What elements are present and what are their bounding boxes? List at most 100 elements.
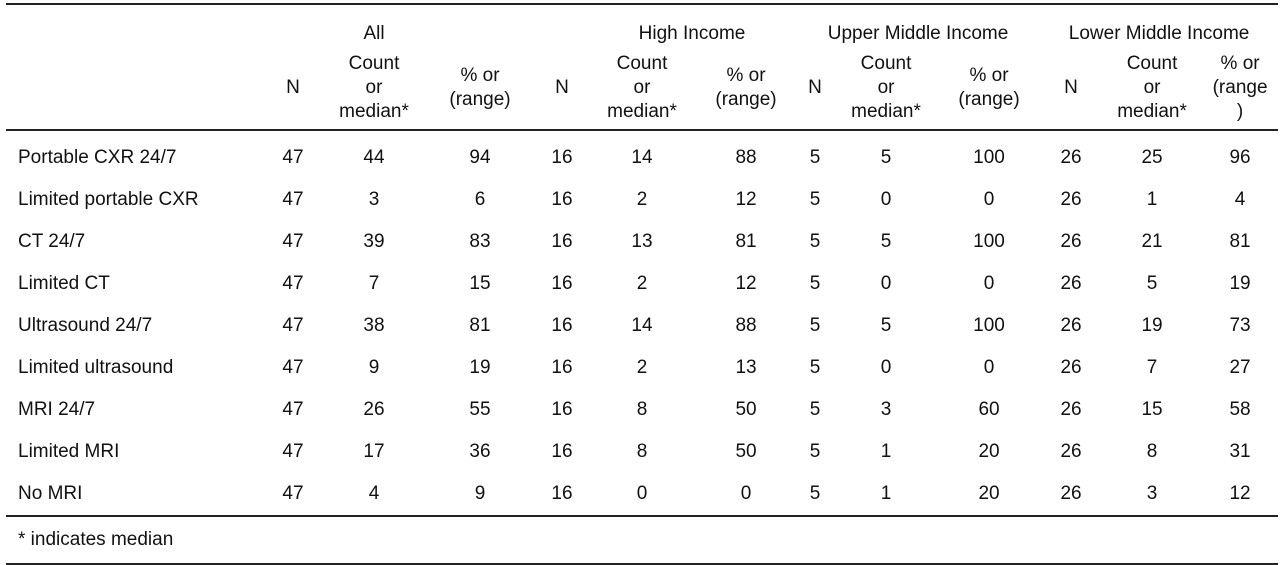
table-cell: 20 — [978, 483, 1000, 504]
table-row: Limited ultrasound 47 9 19 16 2 13 5 0 0 26 7 27 — [6, 347, 1278, 389]
table-cell: 19 — [1141, 315, 1163, 336]
table-cell: 73 — [1229, 315, 1251, 336]
table-cell: 8 — [636, 399, 648, 420]
table-cell: 0 — [983, 189, 995, 210]
col-all-n: N — [262, 47, 324, 131]
table-cell: 20 — [978, 441, 1000, 462]
table-cell: 47 — [282, 315, 304, 336]
table-cell: 31 — [1229, 441, 1251, 462]
table-cell: 47 — [282, 357, 304, 378]
table-cell: 0 — [983, 357, 995, 378]
row-label: Limited MRI — [18, 441, 120, 462]
footnote: * indicates median — [6, 515, 1279, 565]
table-cell: 26 — [1060, 315, 1082, 336]
table-cell: 16 — [551, 315, 573, 336]
table-cell: 19 — [1229, 273, 1251, 294]
table-cell: 47 — [282, 147, 304, 168]
col-upper-pct: % or (range) — [938, 47, 1041, 131]
col-lower-n: N — [1040, 47, 1103, 131]
table-cell: 3 — [368, 189, 380, 210]
table-cell: 47 — [282, 273, 304, 294]
table-cell: 16 — [551, 189, 573, 210]
table-cell: 26 — [1060, 483, 1082, 504]
table-cell: 16 — [551, 483, 573, 504]
table-cell: 47 — [282, 231, 304, 252]
row-label: CT 24/7 — [18, 231, 86, 252]
table-cell: 5 — [809, 483, 821, 504]
table-cell: 1 — [1146, 189, 1158, 210]
table-cell: 26 — [1060, 399, 1082, 420]
table-cell: 1 — [880, 441, 892, 462]
table-cell: 2 — [636, 273, 648, 294]
table-cell: 7 — [368, 273, 380, 294]
table-row: Limited portable CXR 47 3 6 16 2 12 5 0 0 26 1 4 — [6, 179, 1278, 221]
col-lower-count: Count or median* — [1102, 47, 1203, 131]
table-cell: 47 — [282, 399, 304, 420]
group-header-all — [262, 4, 324, 47]
table-cell: 16 — [551, 399, 573, 420]
row-label: Ultrasound 24/7 — [18, 315, 153, 336]
table-cell: 81 — [1229, 231, 1251, 252]
table-cell: 26 — [1060, 147, 1082, 168]
table-cell: 3 — [1146, 483, 1158, 504]
table-cell: 2 — [636, 189, 648, 210]
table-cell: 5 — [809, 147, 821, 168]
row-label: Limited CT — [18, 273, 110, 294]
table-cell: 2 — [636, 357, 648, 378]
row-label: Limited portable CXR — [18, 189, 199, 210]
table-row: Limited CT 47 7 15 16 2 12 5 0 0 26 5 19 — [6, 263, 1278, 305]
table-cell: 26 — [1060, 441, 1082, 462]
empty-corner-cell — [6, 4, 262, 47]
table-row: MRI 24/7 47 26 55 16 8 50 5 3 60 26 15 58 — [6, 389, 1278, 431]
table-cell: 50 — [735, 399, 757, 420]
table-cell: 21 — [1141, 231, 1163, 252]
table-cell: 6 — [474, 189, 486, 210]
table-cell: 5 — [1146, 273, 1158, 294]
col-all-count: Count or median* — [324, 47, 424, 131]
table-cell: 5 — [809, 273, 821, 294]
table-cell: 38 — [363, 315, 385, 336]
col-high-count: Count or median* — [588, 47, 696, 131]
table-cell: 100 — [973, 231, 1005, 252]
table-cell: 8 — [636, 441, 648, 462]
table-cell: 100 — [973, 147, 1005, 168]
table-cell: 19 — [469, 357, 491, 378]
table-cell: 14 — [631, 147, 653, 168]
table-cell: 4 — [1234, 189, 1246, 210]
table-cell: 26 — [363, 399, 385, 420]
table-cell: 83 — [469, 231, 491, 252]
table-cell: 14 — [631, 315, 653, 336]
table-cell: 13 — [735, 357, 757, 378]
table-cell: 5 — [809, 399, 821, 420]
table-cell: 39 — [363, 231, 385, 252]
table-cell: 26 — [1060, 189, 1082, 210]
table-cell: 12 — [735, 273, 757, 294]
table-cell: 4 — [368, 483, 380, 504]
table-cell: 50 — [735, 441, 757, 462]
table-cell: 8 — [1146, 441, 1158, 462]
col-upper-count: Count or median* — [834, 47, 939, 131]
imaging-availability-table: All High Income Upper Middle Income Lowe… — [6, 3, 1279, 565]
col-high-n: N — [536, 47, 588, 131]
col-lower-pct: % or (range ) — [1202, 47, 1279, 131]
table-cell: 5 — [809, 315, 821, 336]
table-cell: 0 — [983, 273, 995, 294]
group-header-row: All High Income Upper Middle Income Lowe… — [6, 4, 1278, 47]
table-cell: 26 — [1060, 273, 1082, 294]
spacer-cell — [424, 4, 536, 47]
table-cell: 25 — [1141, 147, 1163, 168]
table-cell: 100 — [973, 315, 1005, 336]
table-cell: 0 — [740, 483, 752, 504]
table-cell: 81 — [469, 315, 491, 336]
table-cell: 5 — [880, 315, 892, 336]
table-cell: 0 — [636, 483, 648, 504]
table-row: Portable CXR 24/7 47 44 94 16 14 88 5 5 100 26 25 96 — [6, 130, 1278, 179]
group-header-high-income: High Income — [638, 23, 746, 44]
table-cell: 26 — [1060, 231, 1082, 252]
table-cell: 1 — [880, 483, 892, 504]
table-cell: 16 — [551, 441, 573, 462]
empty-corner-cell — [6, 47, 262, 131]
table-cell: 96 — [1229, 147, 1251, 168]
table-cell: 47 — [282, 483, 304, 504]
table-cell: 7 — [1146, 357, 1158, 378]
